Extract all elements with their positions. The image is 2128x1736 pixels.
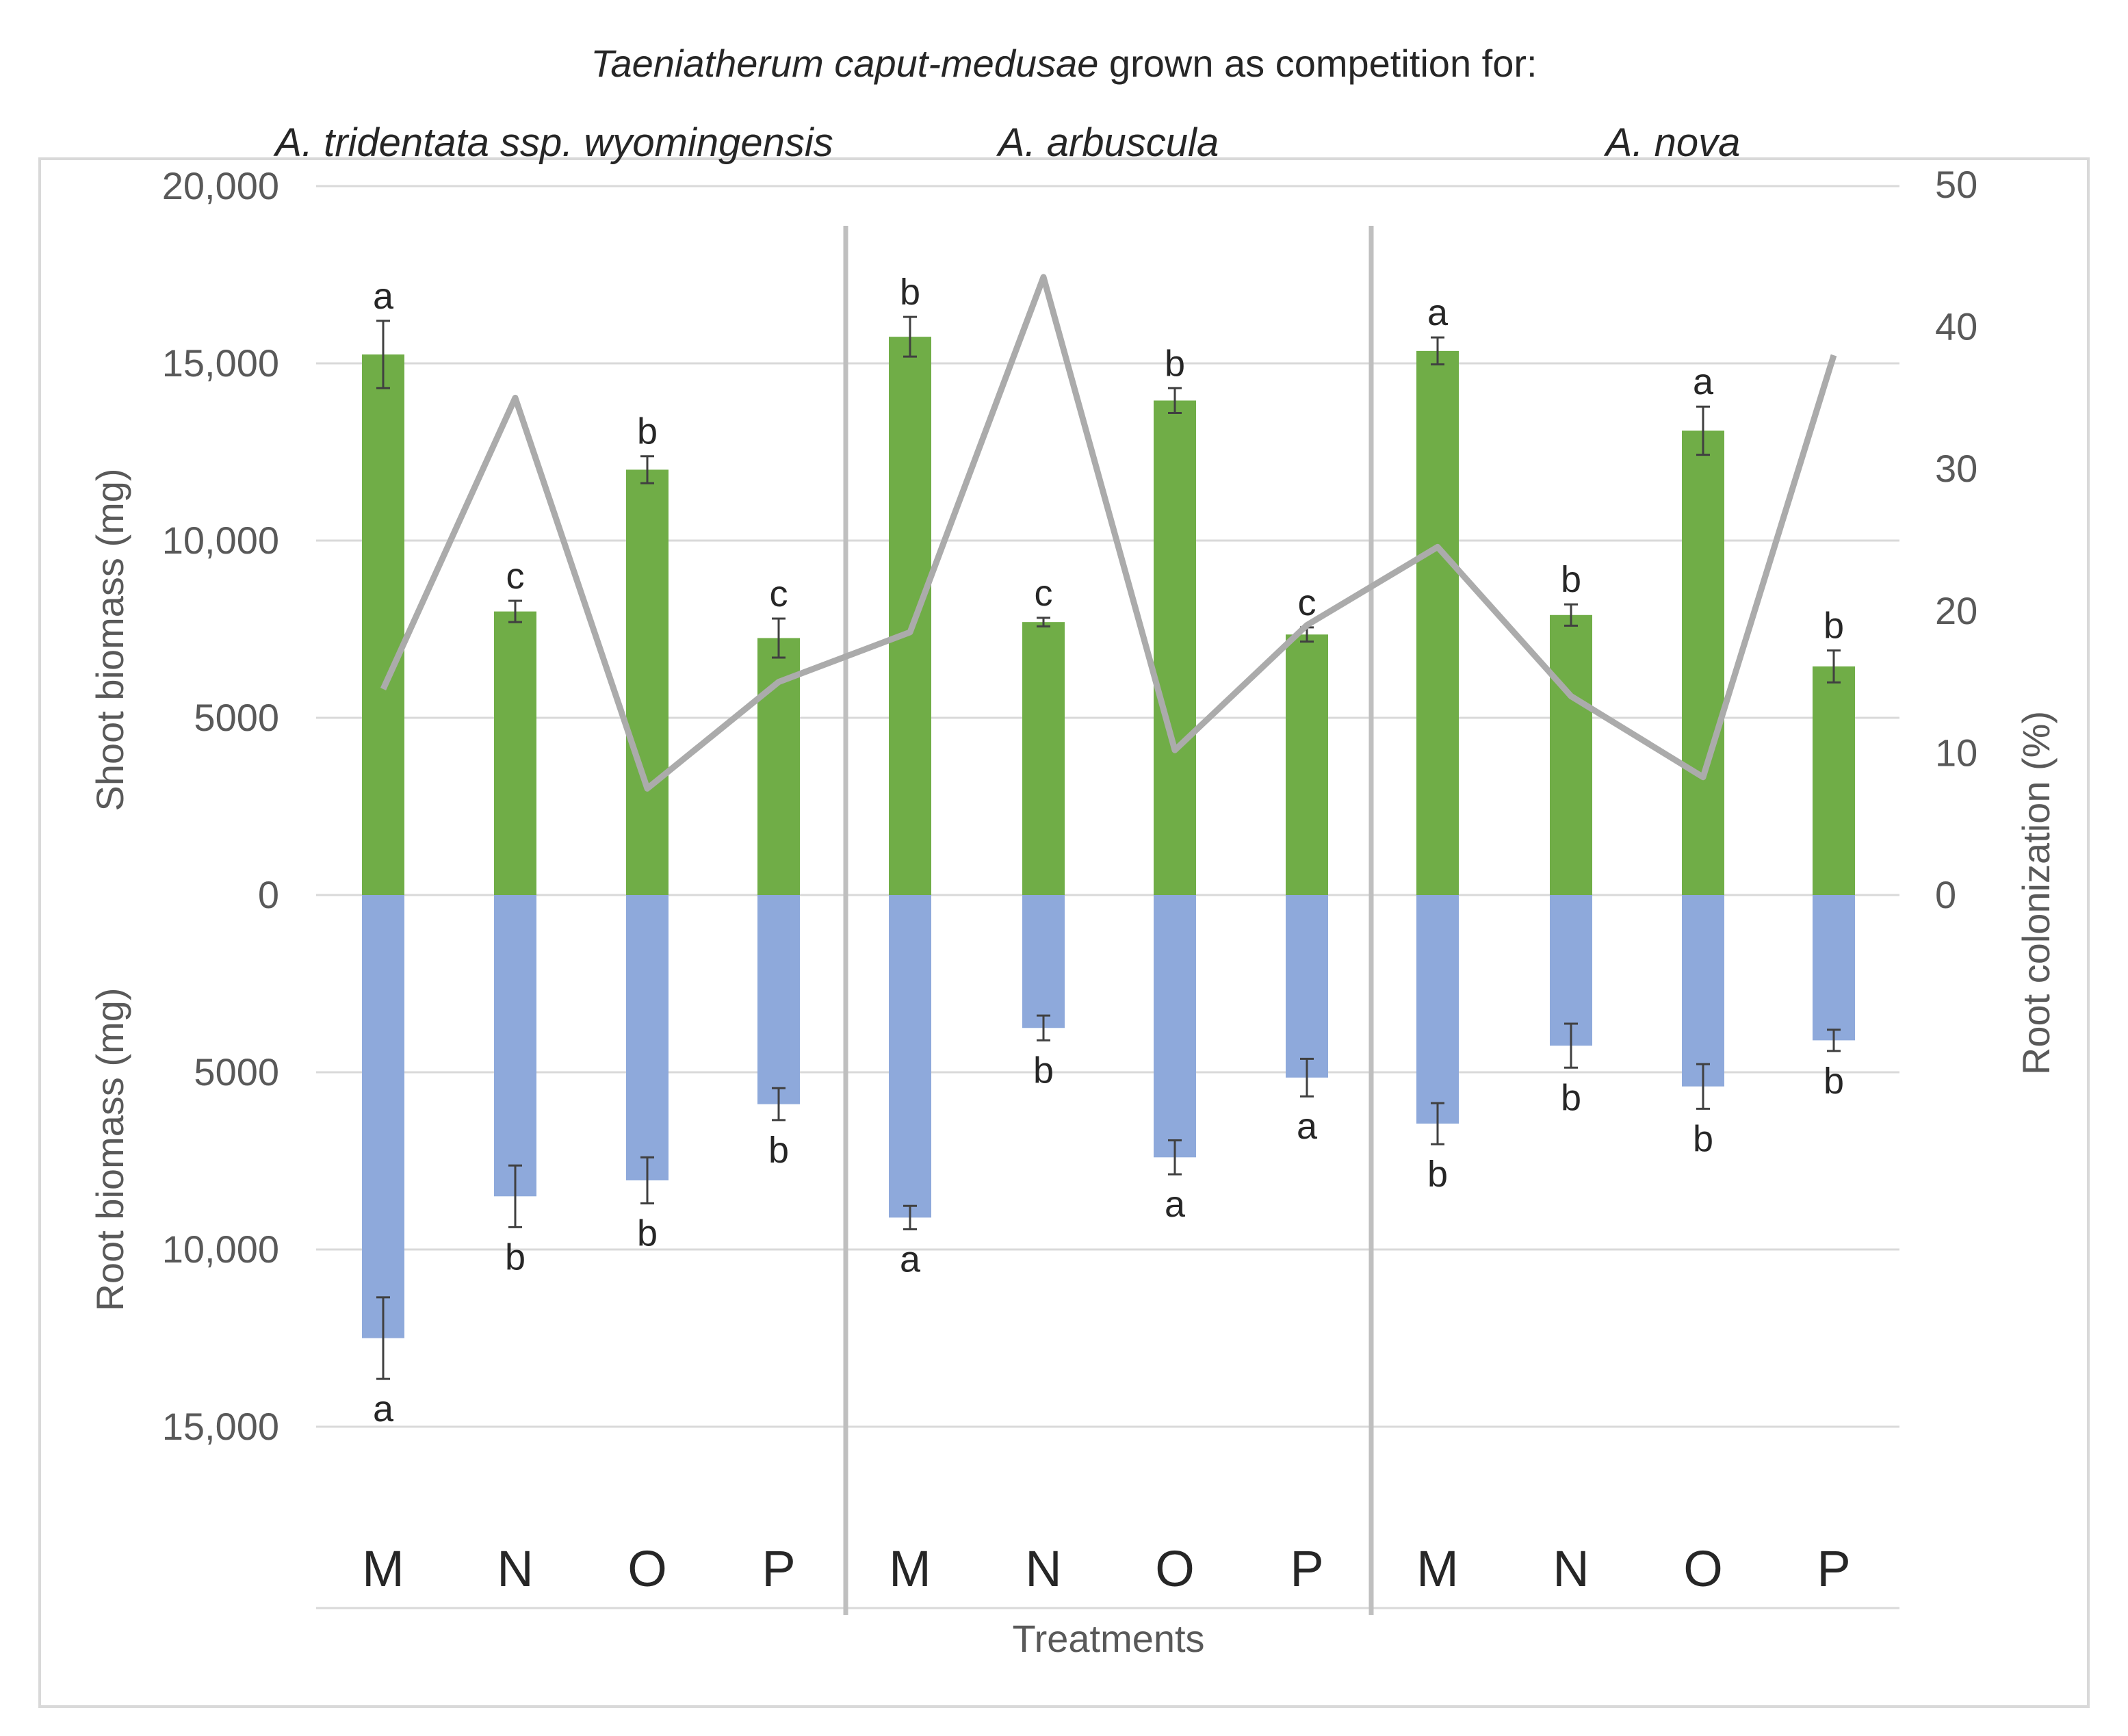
root-bar [1286, 895, 1328, 1078]
group-label: A. tridentata ssp. wyomingensis [273, 120, 833, 165]
shoot-significance-letter: c [506, 556, 525, 597]
root-significance-letter: a [373, 1388, 394, 1429]
x-tick-label: N [497, 1540, 533, 1597]
shoot-significance-letter: c [770, 573, 788, 614]
y-tick-label: 10,000 [162, 519, 279, 562]
shoot-bar [1416, 350, 1459, 895]
shoot-bar [889, 337, 931, 895]
y2-tick-label: 40 [1935, 305, 1977, 348]
shoot-significance-letter: b [1561, 559, 1581, 600]
x-tick-label: M [362, 1540, 404, 1597]
root-significance-letter: a [900, 1239, 921, 1280]
shoot-significance-letter: c [1035, 573, 1053, 614]
root-significance-letter: a [1165, 1184, 1186, 1225]
root-significance-letter: b [1561, 1077, 1581, 1118]
y-tick-label: 5000 [194, 696, 279, 739]
root-bar [494, 895, 536, 1197]
significance-letters: a a c b b b c b b a c b b a c a a b b b a b b b [373, 272, 1844, 1429]
y2-tick-label: 20 [1935, 589, 1977, 632]
shoot-bar [626, 469, 669, 895]
group-label: A. nova [1604, 120, 1741, 165]
shoot-bar [362, 354, 404, 895]
shoot-significance-letter: b [900, 272, 920, 313]
gridlines [316, 185, 1899, 1609]
x-tick-label: N [1025, 1540, 1061, 1597]
y2-tick-label: 30 [1935, 447, 1977, 490]
y-tick-label: 20,000 [162, 164, 279, 207]
root-significance-letter: b [637, 1213, 658, 1254]
root-significance-letter: b [768, 1130, 789, 1171]
x-tick-label: P [1817, 1540, 1850, 1597]
root-colonization-line-path [380, 274, 1837, 792]
x-tick-label: O [1155, 1540, 1195, 1597]
chart-border [38, 157, 2090, 1708]
x-tick-label: P [1290, 1540, 1323, 1597]
x-tick-label: M [1416, 1540, 1459, 1597]
root-significance-letter: a [1297, 1106, 1318, 1147]
root-bar [1154, 895, 1196, 1158]
root-significance-letter: b [505, 1236, 525, 1278]
shoot-significance-letter: a [1427, 292, 1449, 333]
root-colonization-line [380, 274, 1837, 792]
root-significance-letter: b [1693, 1118, 1713, 1159]
group-label: A. arbuscula [996, 120, 1219, 165]
group-separators [843, 226, 1374, 1615]
shoot-significance-letter: a [1693, 361, 1714, 402]
root-bar [757, 895, 800, 1104]
y-axis-label-root: Root biomass (mg) [88, 987, 131, 1311]
shoot-significance-letter: b [1165, 343, 1185, 384]
shoot-bar [1682, 430, 1724, 895]
y-axis-label-shoot: Shoot biomass (mg) [88, 468, 131, 811]
x-tick-label: O [627, 1540, 667, 1597]
root-significance-letter: b [1427, 1154, 1448, 1195]
shoot-bar [494, 611, 536, 895]
bars [362, 337, 1855, 1338]
shoot-significance-letter: b [1824, 606, 1844, 647]
root-bar [362, 895, 404, 1338]
y2-axis-label: Root colonization (%) [2014, 711, 2058, 1075]
y2-axis-ticks: 50 40 30 20 10 0 [1935, 163, 1977, 916]
shoot-bar [1550, 614, 1592, 895]
shoot-bar [1154, 400, 1196, 895]
shoot-bar [1813, 666, 1855, 895]
chart-title: Taeniatherum caput-medusae grown as comp… [591, 42, 1537, 85]
root-bar [1022, 895, 1065, 1028]
y-tick-label: 5000 [194, 1050, 279, 1093]
x-tick-label: O [1683, 1540, 1723, 1597]
root-bar [1813, 895, 1855, 1041]
y2-tick-label: 50 [1935, 163, 1977, 206]
root-bar [1416, 895, 1459, 1124]
x-tick-label: N [1553, 1540, 1589, 1597]
y2-tick-label: 0 [1935, 873, 1956, 916]
root-significance-letter: b [1824, 1061, 1844, 1102]
y-tick-label: 15,000 [162, 1405, 279, 1448]
y-tick-label: 10,000 [162, 1228, 279, 1271]
group-labels: A. tridentata ssp. wyomingensis A. arbusc… [273, 120, 1740, 165]
y2-tick-label: 10 [1935, 731, 1977, 774]
shoot-bar [1286, 634, 1328, 895]
root-bar [1550, 895, 1592, 1046]
x-tick-label: P [762, 1540, 795, 1597]
shoot-significance-letter: c [1298, 582, 1316, 623]
y-axis-ticks: 20,000 15,000 10,000 5000 0 5000 10,000 15,000 [162, 164, 279, 1448]
x-axis-label: Treatments [1012, 1617, 1204, 1660]
shoot-significance-letter: b [637, 411, 658, 452]
shoot-bar [1022, 622, 1065, 895]
x-tick-label: M [889, 1540, 931, 1597]
root-bar [1682, 895, 1724, 1087]
root-significance-letter: b [1033, 1050, 1054, 1091]
shoot-significance-letter: a [373, 276, 394, 317]
y-tick-label: 15,000 [162, 341, 279, 385]
root-bar [889, 895, 931, 1218]
root-bar [626, 895, 669, 1180]
error-bars [376, 315, 1841, 1380]
y-tick-label: 0 [258, 873, 279, 916]
